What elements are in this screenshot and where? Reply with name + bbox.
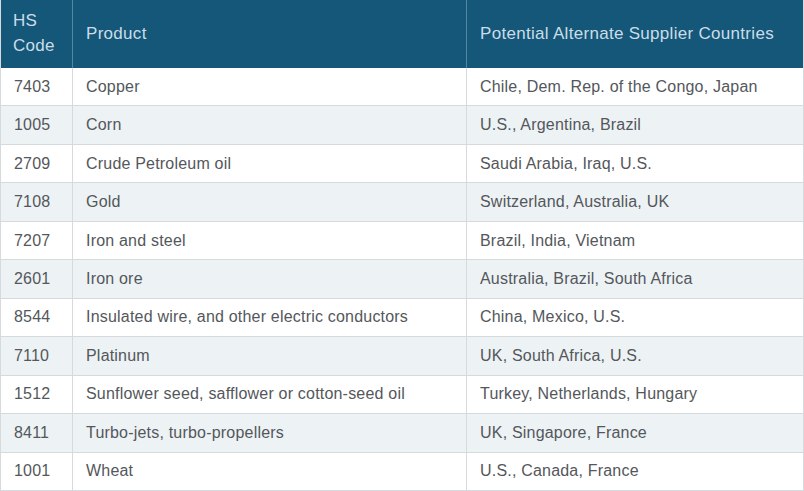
hs-code-cell: 8411 xyxy=(1,414,73,451)
hs-code-cell: 2709 xyxy=(1,145,73,182)
countries-cell: Switzerland, Australia, UK xyxy=(467,183,803,220)
hs-code-cell: 2601 xyxy=(1,260,73,297)
table-body: 7403CopperChile, Dem. Rep. of the Congo,… xyxy=(1,68,803,490)
product-cell: Corn xyxy=(73,106,467,143)
countries-cell: UK, South Africa, U.S. xyxy=(467,337,803,374)
table-row: 7110PlatinumUK, South Africa, U.S. xyxy=(1,337,803,375)
table-row: 2601Iron oreAustralia, Brazil, South Afr… xyxy=(1,260,803,298)
hs-code-cell: 1001 xyxy=(1,453,73,490)
table-row: 8411Turbo-jets, turbo-propellersUK, Sing… xyxy=(1,414,803,452)
product-cell: Platinum xyxy=(73,337,467,374)
countries-cell: Chile, Dem. Rep. of the Congo, Japan xyxy=(467,68,803,105)
countries-cell: U.S., Canada, France xyxy=(467,453,803,490)
product-cell: Iron ore xyxy=(73,260,467,297)
countries-cell: Saudi Arabia, Iraq, U.S. xyxy=(467,145,803,182)
product-cell: Sunflower seed, safflower or cotton-seed… xyxy=(73,376,467,413)
countries-cell: UK, Singapore, France xyxy=(467,414,803,451)
product-cell: Wheat xyxy=(73,453,467,490)
table-row: 8544Insulated wire, and other electric c… xyxy=(1,299,803,337)
countries-cell: Brazil, India, Vietnam xyxy=(467,222,803,259)
table-row: 1005CornU.S., Argentina, Brazil xyxy=(1,106,803,144)
table-row: 7403CopperChile, Dem. Rep. of the Congo,… xyxy=(1,68,803,106)
product-cell: Insulated wire, and other electric condu… xyxy=(73,299,467,336)
countries-cell: Australia, Brazil, South Africa xyxy=(467,260,803,297)
hs-code-cell: 7108 xyxy=(1,183,73,220)
product-cell: Gold xyxy=(73,183,467,220)
countries-cell: Turkey, Netherlands, Hungary xyxy=(467,376,803,413)
column-header-hs-code: HS Code xyxy=(0,0,72,68)
hs-code-cell: 8544 xyxy=(1,299,73,336)
countries-cell: U.S., Argentina, Brazil xyxy=(467,106,803,143)
hs-code-cell: 1005 xyxy=(1,106,73,143)
table-header-row: HS Code Product Potential Alternate Supp… xyxy=(0,0,804,68)
table-row: 1512Sunflower seed, safflower or cotton-… xyxy=(1,376,803,414)
column-header-product: Product xyxy=(72,0,466,68)
countries-cell: China, Mexico, U.S. xyxy=(467,299,803,336)
hs-code-cell: 7403 xyxy=(1,68,73,105)
hs-code-cell: 7110 xyxy=(1,337,73,374)
product-cell: Crude Petroleum oil xyxy=(73,145,467,182)
hs-code-cell: 1512 xyxy=(1,376,73,413)
column-header-countries: Potential Alternate Supplier Countries xyxy=(466,0,804,68)
alternate-supplier-table: HS Code Product Potential Alternate Supp… xyxy=(0,0,804,491)
table-row: 2709Crude Petroleum oilSaudi Arabia, Ira… xyxy=(1,145,803,183)
hs-code-cell: 7207 xyxy=(1,222,73,259)
product-cell: Iron and steel xyxy=(73,222,467,259)
table-row: 1001WheatU.S., Canada, France xyxy=(1,453,803,490)
product-cell: Copper xyxy=(73,68,467,105)
table-row: 7108GoldSwitzerland, Australia, UK xyxy=(1,183,803,221)
table-row: 7207Iron and steelBrazil, India, Vietnam xyxy=(1,222,803,260)
product-cell: Turbo-jets, turbo-propellers xyxy=(73,414,467,451)
